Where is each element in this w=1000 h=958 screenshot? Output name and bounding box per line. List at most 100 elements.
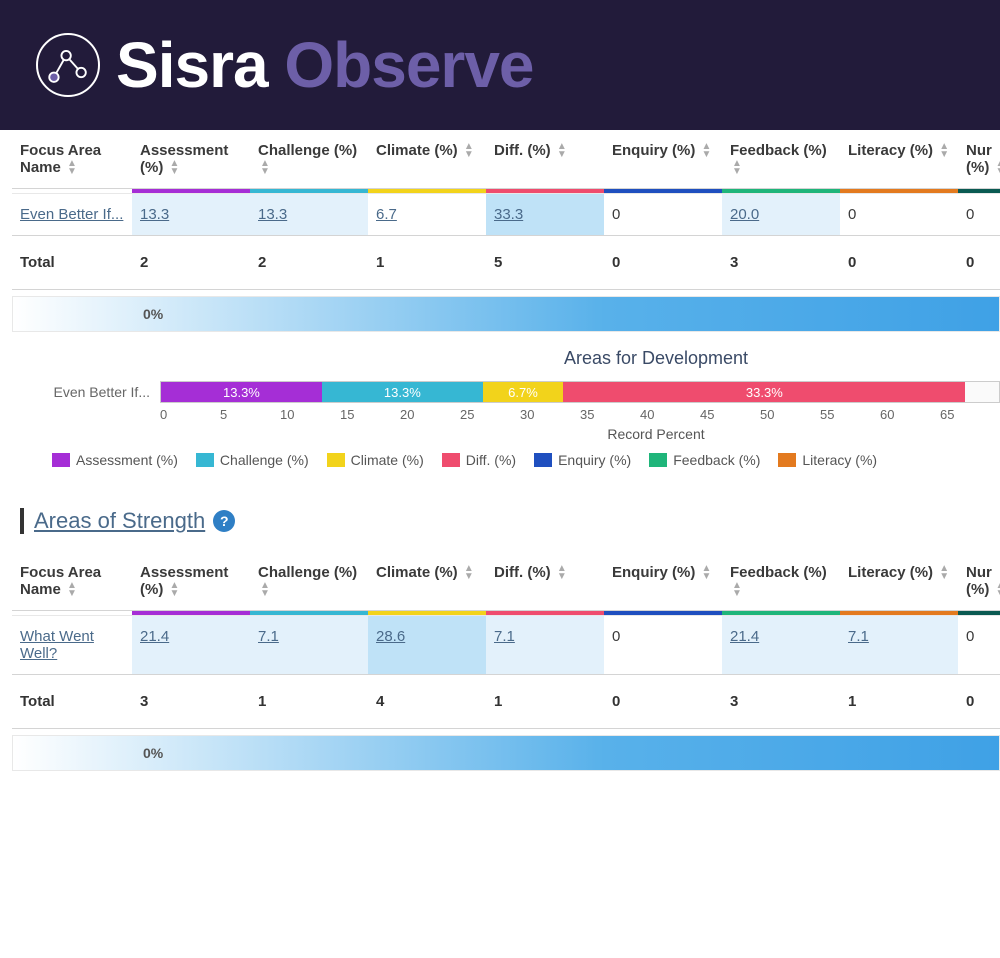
section-title-link[interactable]: Areas of Strength — [34, 508, 205, 534]
column-header[interactable]: Enquiry (%) — [604, 130, 722, 189]
legend-label: Enquiry (%) — [558, 452, 631, 468]
brand-icon — [36, 33, 100, 97]
gradient-bar: 0% — [12, 735, 1000, 771]
legend-swatch — [52, 453, 70, 467]
legend-item: Climate (%) — [327, 452, 424, 468]
sort-icon[interactable] — [939, 143, 949, 159]
value-cell[interactable]: 7.1 — [840, 616, 958, 675]
value-cell: 0 — [604, 194, 722, 236]
sort-icon[interactable] — [557, 565, 567, 581]
total-cell: 1 — [840, 675, 958, 729]
column-header[interactable]: Nur (%) — [958, 130, 1000, 189]
value-cell[interactable]: 6.7 — [368, 194, 486, 236]
sort-icon[interactable] — [702, 565, 712, 581]
gradient-bar-label: 0% — [25, 306, 163, 322]
column-header[interactable]: Climate (%) — [368, 552, 486, 611]
sort-icon[interactable] — [996, 160, 1000, 176]
row-label-link[interactable]: What Went Well? — [20, 628, 94, 662]
total-cell: 3 — [722, 675, 840, 729]
sort-icon[interactable] — [67, 160, 77, 176]
sort-icon[interactable] — [464, 565, 474, 581]
axis-tick: 5 — [220, 407, 280, 422]
sort-icon[interactable] — [170, 160, 180, 176]
brand-part1: Sisra — [116, 29, 268, 101]
legend-swatch — [327, 453, 345, 467]
column-header[interactable]: Focus Area Name — [12, 130, 132, 189]
section-title: Areas of Strength ? — [20, 508, 1000, 534]
column-header[interactable]: Assessment (%) — [132, 552, 250, 611]
column-header[interactable]: Enquiry (%) — [604, 552, 722, 611]
sort-icon[interactable] — [260, 160, 270, 176]
axis-tick: 35 — [580, 407, 640, 422]
app-header: Sisra Observe — [0, 0, 1000, 130]
total-label: Total — [12, 236, 132, 290]
legend-item: Diff. (%) — [442, 452, 516, 468]
total-cell: 2 — [250, 236, 368, 290]
column-header[interactable]: Feedback (%) — [722, 552, 840, 611]
brand-text: Sisra Observe — [116, 28, 534, 102]
sort-icon[interactable] — [170, 582, 180, 598]
help-icon[interactable]: ? — [213, 510, 235, 532]
value-cell[interactable]: 20.0 — [722, 194, 840, 236]
value-cell[interactable]: 7.1 — [486, 616, 604, 675]
axis-tick: 50 — [760, 407, 820, 422]
sort-icon[interactable] — [732, 160, 742, 176]
legend-item: Literacy (%) — [778, 452, 877, 468]
value-cell[interactable]: 21.4 — [722, 616, 840, 675]
column-header[interactable]: Assessment (%) — [132, 130, 250, 189]
column-header[interactable]: Climate (%) — [368, 130, 486, 189]
column-header[interactable]: Nur (%) — [958, 552, 1000, 611]
column-header[interactable]: Diff. (%) — [486, 130, 604, 189]
axis-tick: 20 — [400, 407, 460, 422]
total-cell: 0 — [604, 236, 722, 290]
column-header[interactable]: Literacy (%) — [840, 130, 958, 189]
sort-icon[interactable] — [702, 143, 712, 159]
chart-title: Areas for Development — [12, 348, 1000, 369]
total-cell: 1 — [368, 236, 486, 290]
value-cell[interactable]: 28.6 — [368, 616, 486, 675]
sort-icon[interactable] — [557, 143, 567, 159]
stacked-bar: 13.3%13.3%6.7%33.3% — [160, 381, 1000, 403]
stacked-row-label: Even Better If... — [12, 384, 150, 400]
legend-label: Assessment (%) — [76, 452, 178, 468]
sort-icon[interactable] — [260, 582, 270, 598]
bar-segment: 13.3% — [322, 382, 483, 402]
legend-label: Feedback (%) — [673, 452, 760, 468]
column-header[interactable]: Literacy (%) — [840, 552, 958, 611]
column-header[interactable]: Feedback (%) — [722, 130, 840, 189]
value-cell[interactable]: 13.3 — [132, 194, 250, 236]
value-cell: 0 — [958, 616, 1000, 675]
sort-icon[interactable] — [464, 143, 474, 159]
legend-swatch — [534, 453, 552, 467]
row-label-link[interactable]: Even Better If... — [20, 206, 123, 223]
sort-icon[interactable] — [67, 582, 77, 598]
axis-tick: 60 — [880, 407, 940, 422]
axis-tick: 15 — [340, 407, 400, 422]
value-cell[interactable]: 21.4 — [132, 616, 250, 675]
column-header[interactable]: Focus Area Name — [12, 552, 132, 611]
legend-item: Challenge (%) — [196, 452, 309, 468]
bar-segment: 6.7% — [483, 382, 563, 402]
value-cell[interactable]: 13.3 — [250, 194, 368, 236]
development-chart: Areas for Development Even Better If... … — [12, 348, 1000, 468]
total-cell: 0 — [840, 236, 958, 290]
column-header[interactable]: Challenge (%) — [250, 130, 368, 189]
value-cell: 0 — [604, 616, 722, 675]
value-cell: 0 — [958, 194, 1000, 236]
bar-segment: 13.3% — [161, 382, 322, 402]
legend-swatch — [778, 453, 796, 467]
value-cell[interactable]: 33.3 — [486, 194, 604, 236]
column-header[interactable]: Challenge (%) — [250, 552, 368, 611]
gradient-bar: 0% — [12, 296, 1000, 332]
legend-label: Climate (%) — [351, 452, 424, 468]
column-header[interactable]: Diff. (%) — [486, 552, 604, 611]
sort-icon[interactable] — [939, 565, 949, 581]
sort-icon[interactable] — [732, 582, 742, 598]
total-label: Total — [12, 675, 132, 729]
legend-item: Feedback (%) — [649, 452, 760, 468]
value-cell[interactable]: 7.1 — [250, 616, 368, 675]
sort-icon[interactable] — [996, 582, 1000, 598]
chart-legend: Assessment (%) Challenge (%) Climate (%) Di… — [52, 452, 1000, 468]
total-cell: 1 — [250, 675, 368, 729]
legend-swatch — [196, 453, 214, 467]
